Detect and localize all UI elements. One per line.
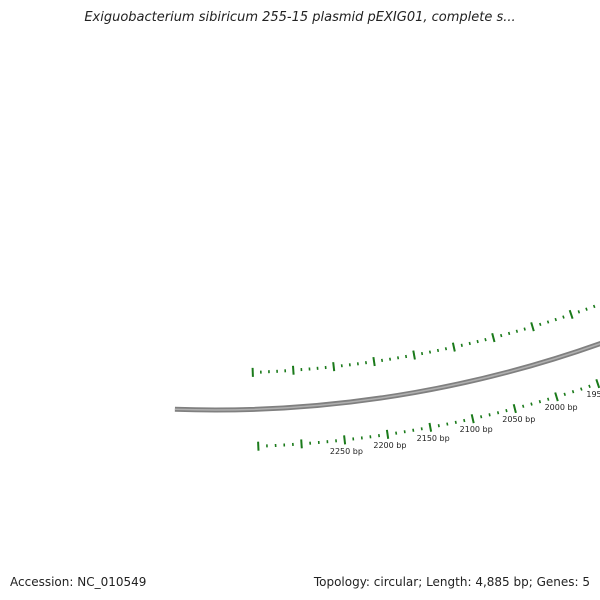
- outer-minor-tick: [530, 402, 533, 406]
- outer-major-tick: [343, 435, 347, 445]
- inner-minor-tick: [539, 322, 542, 327]
- outer-minor-tick: [522, 404, 525, 408]
- inner-major-tick: [530, 322, 535, 332]
- inner-minor-tick: [476, 339, 479, 344]
- outer-minor-tick: [420, 427, 423, 431]
- inner-major-tick: [412, 350, 416, 360]
- inner-minor-tick: [428, 350, 432, 354]
- inner-tick-track: [251, 304, 596, 377]
- inner-minor-tick: [397, 356, 400, 360]
- outer-major-tick: [300, 439, 303, 449]
- backbone-arc-highlight: [174, 342, 600, 411]
- topology-summary: Topology: circular; Length: 4,885 bp; Ge…: [313, 575, 590, 589]
- plasmid-backbone: [174, 340, 600, 413]
- outer-minor-tick: [580, 387, 583, 391]
- outer-major-tick: [385, 429, 390, 439]
- outer-major-tick: [554, 392, 559, 402]
- outer-minor-tick: [505, 409, 508, 413]
- inner-major-tick: [568, 309, 574, 320]
- outer-minor-tick: [437, 424, 440, 428]
- outer-minor-tick: [480, 415, 483, 419]
- inner-minor-tick: [546, 320, 550, 324]
- outer-minor-tick: [463, 418, 466, 423]
- tick-label: 2000 bp: [544, 403, 578, 413]
- inner-minor-tick: [381, 358, 384, 363]
- inner-minor-tick: [523, 327, 526, 331]
- tick-label: 2100 bp: [459, 425, 493, 435]
- inner-minor-tick: [500, 333, 503, 338]
- outer-minor-tick: [496, 411, 500, 415]
- outer-minor-tick: [446, 422, 449, 426]
- inner-minor-tick: [484, 337, 487, 342]
- inner-minor-tick: [421, 351, 424, 356]
- inner-minor-tick: [507, 331, 511, 336]
- outer-minor-tick: [412, 428, 415, 432]
- inner-minor-tick: [585, 307, 588, 311]
- outer-minor-tick: [547, 397, 550, 401]
- inner-major-tick: [451, 342, 456, 352]
- inner-major-tick: [292, 365, 295, 375]
- outer-minor-tick: [454, 420, 457, 424]
- tick-label: 1950 bp: [586, 389, 600, 399]
- outer-major-tick: [595, 378, 600, 389]
- outer-major-tick: [470, 414, 475, 424]
- tick-label: 2050 bp: [502, 415, 536, 424]
- inner-major-tick: [332, 362, 336, 372]
- inner-minor-tick: [436, 348, 440, 353]
- accession-label: Accession: NC_010549: [10, 575, 147, 589]
- map-title: Exiguobacterium sibiricum 255-15 plasmid…: [84, 10, 516, 25]
- tick-label: 2250 bp: [329, 446, 363, 456]
- inner-minor-tick: [389, 357, 392, 361]
- inner-minor-tick: [460, 343, 463, 347]
- tick-label: 2150 bp: [416, 434, 450, 443]
- outer-tick-track: [257, 378, 600, 451]
- outer-minor-tick: [538, 399, 542, 404]
- tick-label: 2200 bp: [373, 441, 407, 451]
- inner-minor-tick: [562, 315, 565, 319]
- outer-minor-tick: [563, 392, 566, 396]
- outer-minor-tick: [395, 431, 398, 435]
- outer-minor-tick: [571, 390, 575, 394]
- outer-minor-tick: [488, 413, 491, 417]
- inner-minor-tick: [577, 310, 581, 314]
- outer-major-tick: [428, 422, 433, 432]
- inner-major-tick: [491, 333, 496, 343]
- outer-major-tick: [512, 403, 517, 414]
- inner-minor-tick: [444, 347, 448, 351]
- inner-minor-tick: [554, 317, 557, 322]
- inner-major-tick: [372, 356, 376, 367]
- inner-minor-tick: [405, 354, 408, 359]
- outer-minor-tick: [588, 384, 591, 389]
- inner-minor-tick: [468, 341, 471, 346]
- inner-minor-tick: [592, 304, 596, 309]
- inner-minor-tick: [515, 329, 519, 333]
